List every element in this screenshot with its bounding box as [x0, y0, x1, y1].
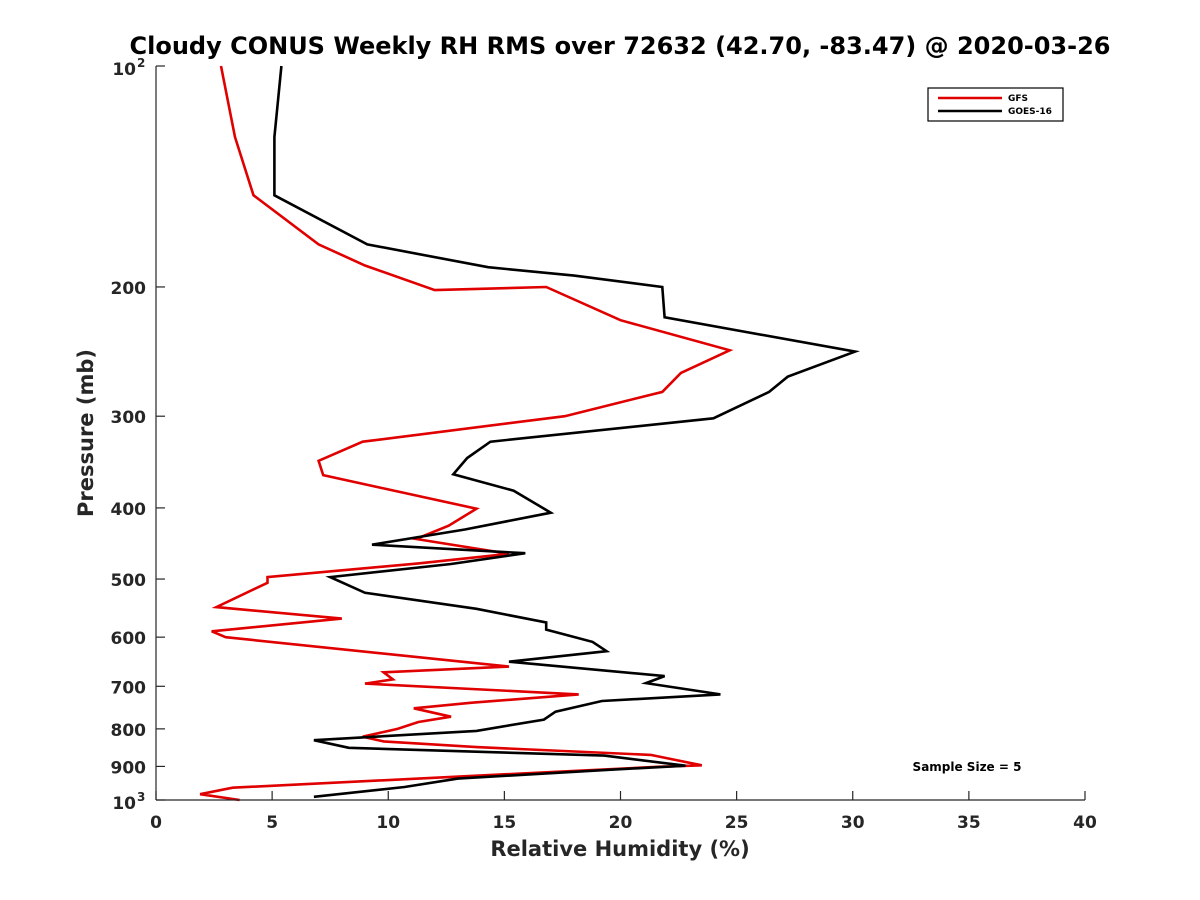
- y-tick-label: 900: [111, 758, 147, 778]
- y-tick-label-exponent: 2: [137, 56, 145, 70]
- x-tick-label: 10: [376, 813, 400, 833]
- legend-box: [927, 87, 1064, 122]
- y-tick-label: 200: [111, 279, 147, 299]
- y-tick-label: 600: [111, 629, 147, 649]
- x-tick-label: 20: [609, 813, 633, 833]
- legend-label-gfs: GFS: [1008, 94, 1028, 104]
- x-tick-label: 25: [725, 813, 749, 833]
- x-tick-label: 15: [493, 813, 517, 833]
- y-tick-label-exponent: 3: [137, 790, 145, 804]
- y-tick-label: 700: [111, 678, 147, 698]
- plot-area: [199, 65, 861, 802]
- x-tick-label: 40: [1073, 813, 1097, 833]
- legend: GFS GOES-16: [927, 87, 1064, 122]
- x-tick-label: 35: [957, 813, 981, 833]
- x-axis-label: Relative Humidity (%): [490, 837, 749, 861]
- x-tick-label: 0: [150, 813, 162, 833]
- y-tick-label: 400: [111, 500, 147, 520]
- series-line-gfs: [199, 65, 734, 802]
- x-tick-label: 5: [266, 813, 278, 833]
- y-tick-label: 500: [111, 571, 147, 591]
- y-tick-label: 300: [111, 408, 147, 428]
- chart-title: Cloudy CONUS Weekly RH RMS over 72632 (4…: [130, 32, 1111, 60]
- y-tick-label: 10: [112, 60, 136, 80]
- y-tick-label: 10: [112, 794, 136, 814]
- x-tick-label: 30: [841, 813, 865, 833]
- sample-size-annotation: Sample Size = 5: [913, 760, 1022, 774]
- y-axis-label: Pressure (mb): [74, 349, 98, 517]
- legend-label-goes-16: GOES-16: [1008, 107, 1052, 117]
- y-tick-label: 800: [111, 721, 147, 741]
- series-line-goes-16: [273, 65, 861, 799]
